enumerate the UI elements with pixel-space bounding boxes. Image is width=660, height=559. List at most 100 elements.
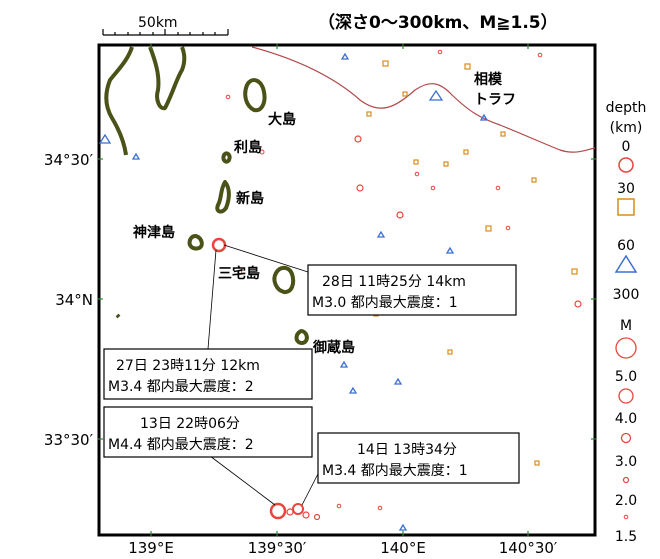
legend-mag-2 — [622, 476, 630, 484]
longitude-labels: 139°E 139°30′ 140°E 140°30′ — [128, 539, 558, 557]
eq-marker — [571, 268, 578, 275]
place-trough-2: トラフ — [474, 92, 516, 108]
eq-marker — [447, 349, 453, 355]
eq-marker — [485, 225, 492, 232]
eq-marker — [531, 177, 537, 183]
eq-marker — [445, 246, 455, 254]
legend-shallow-marker — [618, 157, 634, 173]
eq-marker — [225, 94, 231, 100]
event-box-28th: 28日 11時25分 14km M3.0 都内最大震度：1 — [307, 264, 517, 316]
eq-marker — [537, 52, 543, 58]
event-marker-14th — [292, 503, 304, 515]
island-kozushima — [187, 234, 204, 251]
place-toshima: 利島 — [234, 139, 262, 156]
sagami-trough-line — [251, 46, 596, 153]
scale-bar: 50km — [102, 15, 229, 36]
eq-marker — [534, 460, 540, 466]
event-13th-line1: 13日 22時06分 — [140, 416, 240, 432]
eq-marker — [354, 135, 362, 143]
eq-marker — [377, 505, 383, 511]
legend: depth (km) 0 30 60 300 M 5.0 4.0 3.0 2.0… — [606, 100, 647, 545]
eq-marker — [574, 300, 582, 308]
map-header: （深さ0～300km、M≧1.5） — [318, 12, 558, 33]
eq-marker — [98, 133, 112, 144]
eq-marker — [286, 508, 294, 516]
scale-label: 50km — [138, 15, 178, 31]
lat-label-34-30: 34°30′ — [44, 151, 94, 169]
legend-depth-unit: (km) — [610, 120, 643, 136]
eq-marker — [500, 131, 506, 137]
place-miyakejima: 三宅島 — [218, 265, 260, 282]
eq-marker — [340, 52, 350, 60]
eq-marker — [437, 49, 443, 55]
event-14th-line2: M3.4 都内最大震度：1 — [322, 463, 468, 479]
legend-depth-0: 0 — [622, 139, 631, 155]
eq-marker — [398, 523, 408, 531]
event-box-27th: 27日 23時11分 12km M3.4 都内最大震度：2 — [103, 348, 313, 400]
eq-marker — [428, 89, 444, 101]
event-box-14th: 14日 13時34分 M3.4 都内最大震度：1 — [317, 432, 520, 484]
leader-lines — [207, 244, 321, 506]
eq-marker — [382, 60, 389, 67]
eq-marker — [259, 149, 265, 155]
map-area: 大島 利島 新島 神津島 三宅島 御蔵島 相模 トラフ 28日 11時25分 1… — [97, 43, 597, 537]
place-oshima: 大島 — [268, 111, 296, 128]
legend-mag-2-label: 2.0 — [615, 493, 637, 509]
event-27th-line1: 27日 23時11分 12km — [116, 358, 260, 374]
eq-marker — [396, 211, 404, 219]
place-niijima: 新島 — [236, 190, 264, 207]
island-toshima — [221, 151, 232, 164]
place-labels: 大島 利島 新島 神津島 三宅島 御蔵島 相模 トラフ — [133, 71, 516, 356]
izu-peninsula — [104, 46, 187, 156]
lat-label-33-30: 33°30′ — [44, 431, 94, 449]
island-niijima — [215, 180, 231, 214]
event-28th-line1: 28日 11時25分 14km — [322, 274, 466, 290]
legend-depth-30: 30 — [617, 181, 635, 197]
island-miyakejima — [272, 265, 296, 295]
legend-mid-marker — [617, 198, 635, 216]
legend-deep-marker — [614, 254, 638, 273]
eq-marker — [495, 185, 501, 191]
eq-marker — [402, 91, 408, 97]
eq-marker — [505, 225, 511, 231]
legend-depth-60: 60 — [617, 238, 635, 254]
legend-mag-1-5 — [623, 514, 629, 520]
legend-mag-1-5-label: 1.5 — [615, 529, 637, 545]
eq-marker — [413, 159, 419, 165]
deep-events — [98, 52, 489, 531]
eq-marker — [348, 386, 358, 394]
place-trough-1: 相模 — [474, 71, 503, 88]
legend-mag-title: M — [620, 318, 632, 334]
eq-marker — [464, 63, 471, 70]
eq-marker — [131, 152, 141, 160]
eq-marker — [479, 113, 489, 121]
legend-mag-5 — [615, 337, 637, 359]
event-27th-line2: M3.4 都内最大震度：2 — [108, 379, 254, 395]
event-28th-line2: M3.0 都内最大震度：1 — [312, 295, 458, 311]
island-oshima — [243, 78, 267, 113]
eq-marker — [393, 377, 403, 385]
place-kozushima: 神津島 — [133, 224, 175, 241]
lon-label-139-30: 139°30′ — [248, 539, 307, 557]
eq-marker — [336, 503, 342, 509]
eq-marker — [302, 511, 310, 519]
coastlines — [104, 46, 309, 346]
leader-line — [209, 455, 276, 506]
event-marker-13th — [269, 502, 287, 520]
islet-west — [115, 313, 121, 319]
graticule-ticks — [98, 44, 596, 536]
legend-mag-3-label: 3.0 — [615, 454, 637, 470]
eq-marker — [376, 230, 386, 238]
leader-line — [223, 244, 309, 273]
leader-line — [207, 249, 217, 350]
legend-mag-4-label: 4.0 — [615, 411, 637, 427]
lat-label-34: 34°N — [55, 291, 93, 309]
legend-mag-3 — [620, 432, 632, 444]
latitude-labels: 34°30′ 34°N 33°30′ — [44, 151, 94, 449]
event-box-13th: 13日 22時06分 M4.4 都内最大震度：2 — [103, 406, 313, 458]
eq-marker — [356, 184, 364, 192]
lon-label-139: 139°E — [128, 539, 174, 557]
lon-label-140: 140°E — [380, 539, 426, 557]
lon-label-140-30: 140°30′ — [499, 539, 558, 557]
